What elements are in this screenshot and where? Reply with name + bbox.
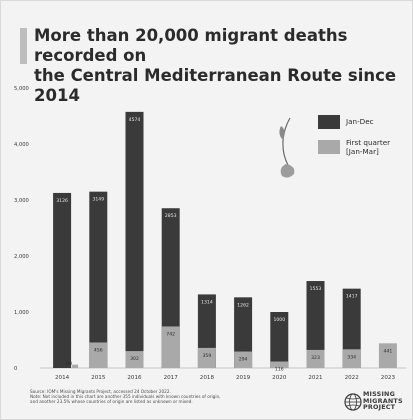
bar-label-jan-dec-2021: 1553 (310, 286, 322, 292)
bar-label-jan-dec-2020: 1000 (273, 317, 285, 323)
x-tick-label: 2021 (308, 375, 323, 381)
bar-label-first-quarter-2018: 359 (203, 353, 212, 359)
bar-jan-dec-2016 (125, 111, 144, 368)
y-tick-label: 1,000 (14, 310, 29, 316)
x-tick-label: 2018 (200, 375, 215, 381)
x-tick-label: 2022 (345, 375, 359, 381)
bar-jan-dec-2021 (306, 281, 325, 368)
bar-label-first-quarter-2021: 323 (311, 355, 320, 361)
bar-label-jan-dec-2016: 4574 (129, 117, 141, 123)
y-tick-label: 3,000 (14, 198, 29, 204)
chart-title: More than 20,000 migrant deaths recorded… (34, 26, 397, 105)
bar-label-jan-dec-2022: 1417 (346, 294, 358, 300)
bar-label-first-quarter-2022: 334 (347, 354, 356, 360)
bar-first-quarter-2023 (378, 343, 397, 368)
bar-label-jan-dec-2014: 3126 (56, 198, 68, 204)
legend-swatch-jan-dec (318, 115, 340, 129)
legend-swatch-first-quarter (318, 140, 340, 154)
bar-first-quarter-2020 (270, 361, 289, 368)
bar-first-quarter-2019 (234, 351, 253, 368)
x-tick-label: 2019 (236, 375, 251, 381)
title-accent-bar (20, 28, 27, 64)
x-tick-label: 2020 (272, 375, 287, 381)
y-tick-label: 5,000 (14, 86, 29, 92)
bar-label-jan-dec-2019: 1262 (237, 302, 249, 308)
bar-jan-dec-2020 (270, 312, 289, 368)
bar-jan-dec-2014 (53, 192, 72, 368)
x-tick-label: 2017 (164, 375, 179, 381)
bar-label-first-quarter-2017: 742 (166, 331, 175, 337)
bar-first-quarter-2018 (197, 347, 216, 368)
bar-first-quarter-2021 (306, 349, 325, 368)
bar-jan-dec-2022 (342, 288, 361, 368)
bar-jan-dec-2019 (234, 297, 253, 368)
bar-label-jan-dec-2015: 3149 (92, 197, 104, 203)
bar-label-jan-dec-2017: 2853 (165, 213, 177, 219)
bar-first-quarter-2015 (89, 342, 108, 368)
bar-first-quarter-2022 (342, 349, 361, 368)
x-tick-label: 2016 (127, 375, 142, 381)
globe-icon (344, 393, 362, 411)
legend-label-first-quarter: First quarter (346, 138, 390, 147)
bar-jan-dec-2015 (89, 191, 108, 368)
x-tick-label: 2015 (91, 375, 106, 381)
bar-label-first-quarter-2023: 441 (384, 348, 393, 354)
bar-label-first-quarter-2020: 116 (275, 367, 284, 373)
bar-first-quarter-2014 (72, 364, 79, 368)
bar-label-first-quarter-2016: 302 (130, 356, 139, 362)
bar-first-quarter-2016 (125, 351, 144, 368)
bar-first-quarter-2017 (161, 326, 180, 368)
x-tick-label: 2023 (381, 375, 396, 381)
x-tick-label: 2014 (55, 375, 70, 381)
y-tick-label: 2,000 (14, 254, 29, 260)
legend-label-jan-dec: Jan-Dec (345, 117, 374, 126)
wilted-flower-icon (279, 117, 295, 178)
bar-label-first-quarter-2014: 60 (66, 361, 72, 367)
logo-wordmark: MISSING MIGRANTS PROJECT (363, 390, 403, 412)
bar-label-first-quarter-2019: 294 (239, 357, 248, 363)
y-tick-label: 4,000 (14, 142, 29, 148)
source-note: Source: IOM's Missing Migrants Project, … (30, 389, 221, 405)
legend-label-first-quarter: [Jan-Mar] (346, 147, 379, 156)
y-tick-label: 0 (14, 366, 17, 372)
bar-label-jan-dec-2018: 1314 (201, 299, 213, 305)
bar-label-first-quarter-2015: 456 (94, 347, 103, 353)
